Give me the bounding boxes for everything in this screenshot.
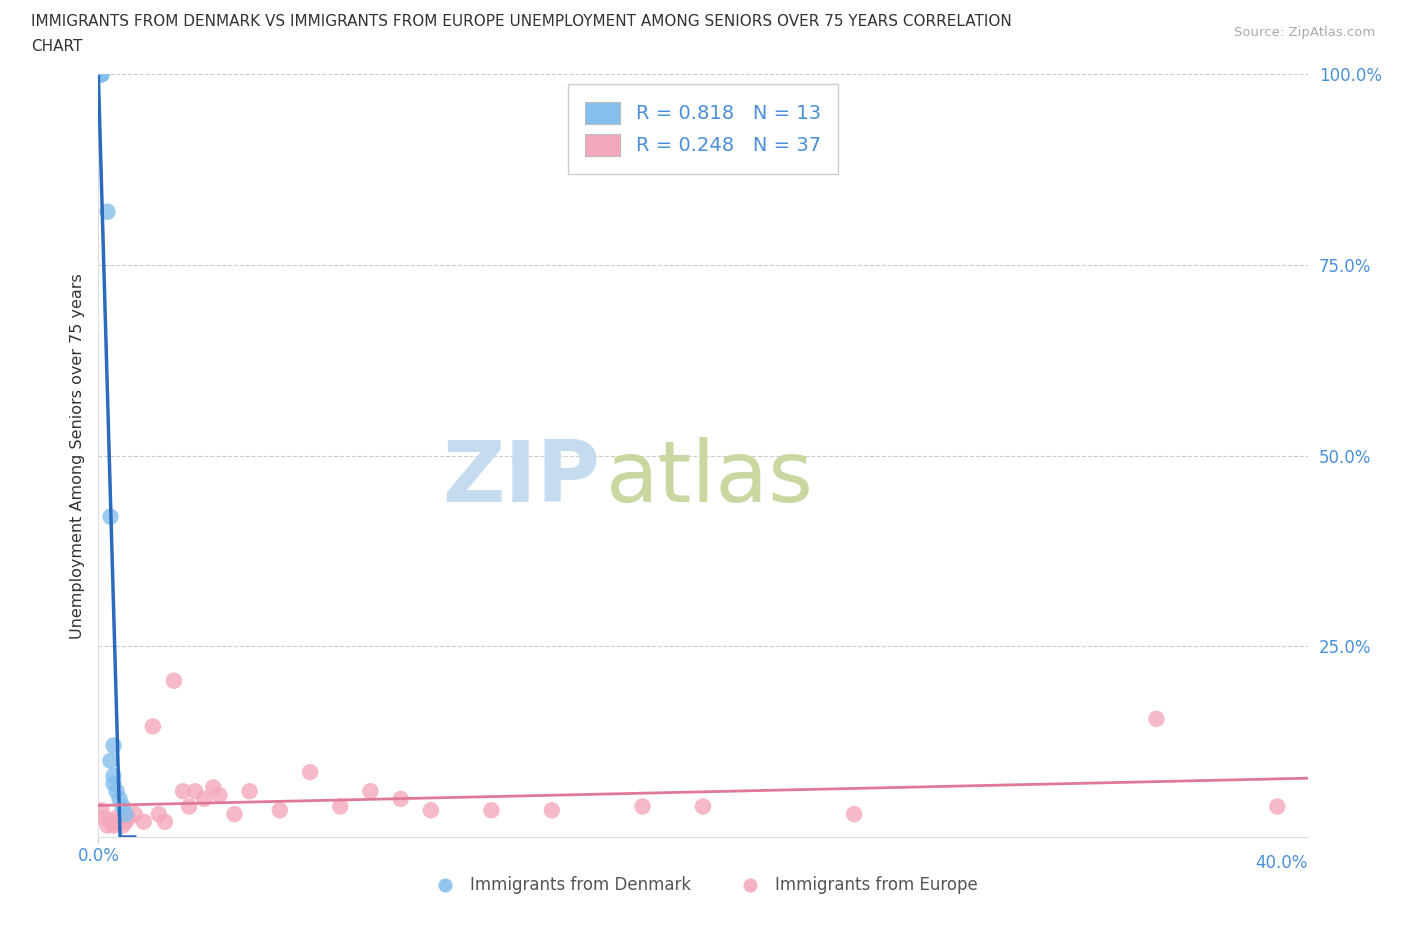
Point: [108, 815, 131, 830]
Point: [105, 811, 128, 826]
Point: [692, 799, 714, 814]
Point: [389, 791, 412, 806]
Point: [177, 799, 201, 814]
Text: IMMIGRANTS FROM DENMARK VS IMMIGRANTS FROM EUROPE UNEMPLOYMENT AMONG SENIORS OVE: IMMIGRANTS FROM DENMARK VS IMMIGRANTS FR…: [31, 14, 1012, 29]
Point: [419, 803, 441, 817]
Point: [96, 205, 118, 219]
Point: [148, 806, 170, 821]
Point: [111, 799, 134, 814]
Point: [360, 784, 382, 799]
Point: [124, 806, 146, 821]
Point: [100, 510, 122, 525]
Point: [299, 764, 322, 779]
Y-axis label: Unemployment Among Seniors over 75 years: Unemployment Among Seniors over 75 years: [69, 272, 84, 639]
Point: [96, 818, 118, 833]
Text: Source: ZipAtlas.com: Source: ZipAtlas.com: [1234, 26, 1375, 39]
Point: [90, 67, 112, 82]
Point: [184, 784, 207, 799]
Point: [89, 67, 111, 82]
Point: [132, 815, 155, 830]
Point: [100, 815, 122, 830]
Point: [329, 799, 352, 814]
Text: 40.0%: 40.0%: [1256, 854, 1308, 871]
Point: [103, 777, 125, 791]
Point: [90, 67, 112, 82]
Point: [844, 806, 866, 821]
Point: [208, 788, 231, 803]
Point: [100, 753, 122, 768]
Point: [142, 719, 165, 734]
Point: [108, 791, 131, 806]
Point: [1144, 711, 1167, 726]
Point: [153, 815, 176, 830]
Text: CHART: CHART: [31, 39, 83, 54]
Text: atlas: atlas: [606, 437, 814, 520]
Point: [103, 768, 125, 783]
Point: [1265, 799, 1288, 814]
Point: [114, 806, 136, 821]
Point: [269, 803, 291, 817]
Point: [103, 738, 125, 753]
Point: [193, 791, 215, 806]
Point: [111, 818, 134, 833]
Point: [239, 784, 262, 799]
Point: [103, 818, 125, 833]
Point: [202, 780, 225, 795]
Point: [481, 803, 503, 817]
Point: [90, 803, 112, 817]
Text: ZIP: ZIP: [443, 437, 600, 520]
Point: [172, 784, 194, 799]
Point: [118, 811, 141, 826]
Point: [163, 673, 186, 688]
Point: [631, 799, 654, 814]
Point: [93, 811, 115, 826]
Point: [224, 806, 246, 821]
Point: [114, 815, 136, 830]
Point: [540, 803, 562, 817]
Legend: Immigrants from Denmark, Immigrants from Europe: Immigrants from Denmark, Immigrants from…: [422, 870, 984, 901]
Point: [105, 784, 128, 799]
